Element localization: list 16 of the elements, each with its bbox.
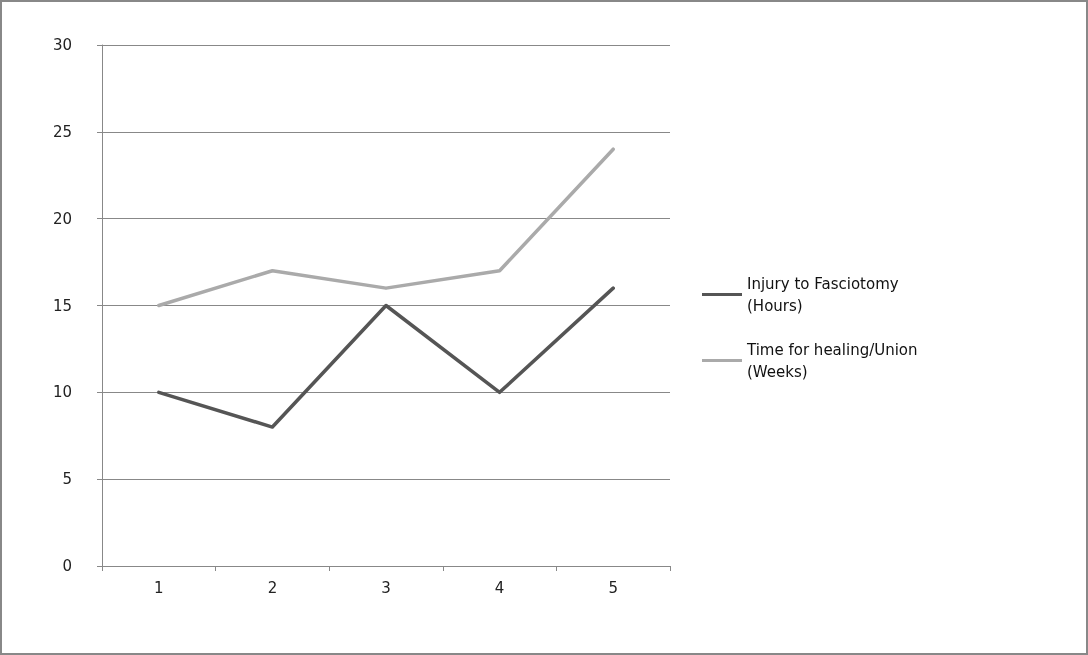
legend-label: Time for healing/Union (Weeks) — [746, 340, 918, 381]
x-tick-label: 2 — [267, 578, 278, 597]
x-tick-label: 1 — [154, 578, 164, 597]
y-tick-label: 5 — [62, 470, 72, 489]
x-tick-label: 4 — [494, 578, 505, 597]
x-tick-label: 3 — [381, 578, 391, 597]
line-series — [157, 147, 615, 308]
line-series — [157, 286, 615, 429]
y-tick-label: 25 — [52, 122, 72, 141]
y-tick-label: 10 — [52, 383, 72, 402]
legend-label: Injury to Fasciotomy (Hours) — [747, 274, 899, 315]
y-tick-label: 20 — [52, 209, 72, 228]
y-tick-label: 15 — [52, 296, 72, 315]
x-tick-label: 5 — [608, 578, 618, 597]
y-tick-label: 30 — [52, 36, 72, 54]
y-tick-label: 0 — [62, 557, 72, 575]
